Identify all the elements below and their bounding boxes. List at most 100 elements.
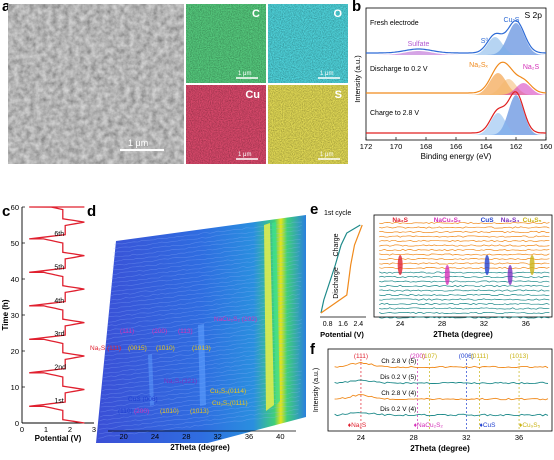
xrd-pattern xyxy=(379,311,550,315)
xrd-pattern xyxy=(334,379,549,385)
ridge-line xyxy=(113,221,303,245)
x-tick-label: 2 xyxy=(68,425,72,434)
peak-annotation: Cu₉S₅(0114) xyxy=(210,388,246,395)
cycle-label: 1st cycle xyxy=(324,210,351,217)
xps-chart: 172 170 168 166 164 162 160 Binding energy (eV)… xyxy=(353,7,552,161)
peak-annotation: (1013) xyxy=(192,345,211,352)
sem-scale-label: 1 μm xyxy=(128,138,148,148)
potential-curve xyxy=(29,206,85,424)
y-tick-label: 10 xyxy=(11,383,19,392)
cycle-label: 3rd xyxy=(54,331,64,338)
y-tick-label: 30 xyxy=(11,311,19,320)
x-tick-label: 3 xyxy=(92,425,96,434)
x-tick-label: 36 xyxy=(245,432,253,441)
peak-annotation: Na₂S₄(321) xyxy=(164,378,197,385)
peak-label: (111) xyxy=(354,353,368,360)
xrd-pattern xyxy=(379,244,550,247)
x-tick-label: 166 xyxy=(450,142,463,151)
panel-letter-e: e xyxy=(310,201,319,218)
xrd-pattern xyxy=(379,230,550,234)
peak-label: (1013) xyxy=(510,353,529,360)
fit-component xyxy=(366,79,546,95)
eds-element-label: S xyxy=(335,89,342,101)
eds-scale-label: 1 μm xyxy=(238,71,251,77)
potential-time-chart: 0 10 20 30 40 50 60 0 1 2 3 Potential (V) Time (h) 1s… xyxy=(1,203,96,443)
eds-map-o: O 1 μm xyxy=(268,4,348,83)
series-label: Fresh electrode xyxy=(370,20,419,27)
peak-label: Cu-S xyxy=(504,17,520,24)
eds-map-c: C 1 μm xyxy=(186,4,266,83)
peak-label: (006) xyxy=(459,353,474,360)
cycle-label: 4th xyxy=(54,298,64,305)
xrd-compare-chart: Intensity (a.u.) (111) (200)(107) (006)(011… xyxy=(313,348,553,453)
legend-entry: ♦Cu₉S₅ xyxy=(519,422,541,429)
panel-d: d HighLow2024283236402Theta (degree)Na₂S… xyxy=(22,203,306,455)
peak-annotation: Cu₉S₅(0111) xyxy=(212,400,248,407)
sem-image: 1 μm xyxy=(8,4,184,164)
xrd-pattern xyxy=(379,239,550,243)
panel-f: f Intensity (a.u.) (111) (200) (107) (006) (0… xyxy=(308,341,554,455)
cycle-label: 2nd xyxy=(54,365,66,372)
panel-letter-d: d xyxy=(87,203,97,220)
cycle-label: 1st xyxy=(54,398,63,405)
panel-letter-f: f xyxy=(310,341,315,358)
peak-streak xyxy=(264,223,274,411)
spectrum-line xyxy=(366,19,547,54)
y-axis-label: Time (h) xyxy=(1,299,10,330)
x-tick-label: 32 xyxy=(213,432,221,441)
xrd-pattern xyxy=(379,248,550,252)
cycle-label: 6th xyxy=(54,231,64,238)
fit-component xyxy=(366,83,546,95)
x-axis-label: 2Theta (degree) xyxy=(433,330,493,339)
xrd-pattern xyxy=(379,262,550,265)
xrd-pattern xyxy=(334,394,549,401)
xrd-pattern xyxy=(379,280,550,283)
peak-label: S⁰ xyxy=(481,37,489,45)
discharge-label: Discharge xyxy=(333,267,340,299)
peak-annotation: Na₂S (111) xyxy=(90,345,121,352)
cycle-label: 5th xyxy=(54,264,64,271)
xrd-pattern xyxy=(379,257,550,261)
eds-map-s: S 1 μm xyxy=(268,85,348,164)
panel-letter-a: a xyxy=(2,0,11,15)
x-tick-label: 0 xyxy=(20,425,24,434)
xrd-pattern xyxy=(379,266,550,270)
xrd-pattern xyxy=(379,293,550,297)
legend-entry: ♦CuS xyxy=(480,422,497,429)
eds-scale-label: 1 μm xyxy=(320,152,333,158)
xrd-pattern xyxy=(334,361,549,369)
ridge-line xyxy=(113,225,302,249)
series-label: Ch 2.8 V (5) xyxy=(381,358,416,365)
xrd-pattern xyxy=(379,275,550,279)
map-signal xyxy=(268,4,348,83)
xrd-cycle-chart: 0.8 1.6 2.4 Potential (V) 1st cycle Charge Dis… xyxy=(320,210,553,339)
x-tick-label: 172 xyxy=(360,142,373,151)
panel-b: b 172 170 168 166 164 162 160 Binding energy (e… xyxy=(350,0,554,165)
peak-annotation: (1013) xyxy=(190,408,209,415)
xrd-pattern xyxy=(334,412,549,417)
y-axis-label: Intensity (a.u.) xyxy=(353,55,362,103)
peak-label: (107) xyxy=(422,353,437,360)
ridge-line xyxy=(98,409,299,435)
peak-streak xyxy=(198,324,206,406)
x-tick-label: 24 xyxy=(396,319,404,328)
panel-a: a 1 μm C 1 μm O 1 μm Cu 1 μm S 1 μm xyxy=(0,0,348,165)
xrd-pattern xyxy=(379,253,550,256)
panel-c: c 0 10 20 30 40 50 60 0 1 2 3 Potential (V) Time (h)… xyxy=(0,203,110,455)
peak-streak xyxy=(272,222,280,405)
peak-streak xyxy=(148,354,154,406)
discharge-curve xyxy=(320,224,361,314)
xrd-pattern xyxy=(379,226,550,229)
fit-component xyxy=(366,37,546,55)
chart-title: S 2p xyxy=(525,10,543,20)
x-tick-label: 32 xyxy=(480,319,488,328)
eds-element-label: O xyxy=(333,8,342,20)
x-tick-label: 164 xyxy=(480,142,493,151)
peak-annotation: (113) xyxy=(178,328,193,335)
phase-label: Na₂S xyxy=(392,217,408,224)
eds-map-cu: Cu 1 μm xyxy=(186,85,266,164)
peak-label: Sulfate xyxy=(408,41,430,48)
xrd-pattern xyxy=(379,271,550,274)
fit-component xyxy=(366,51,546,55)
eds-element-label: Cu xyxy=(245,89,260,101)
